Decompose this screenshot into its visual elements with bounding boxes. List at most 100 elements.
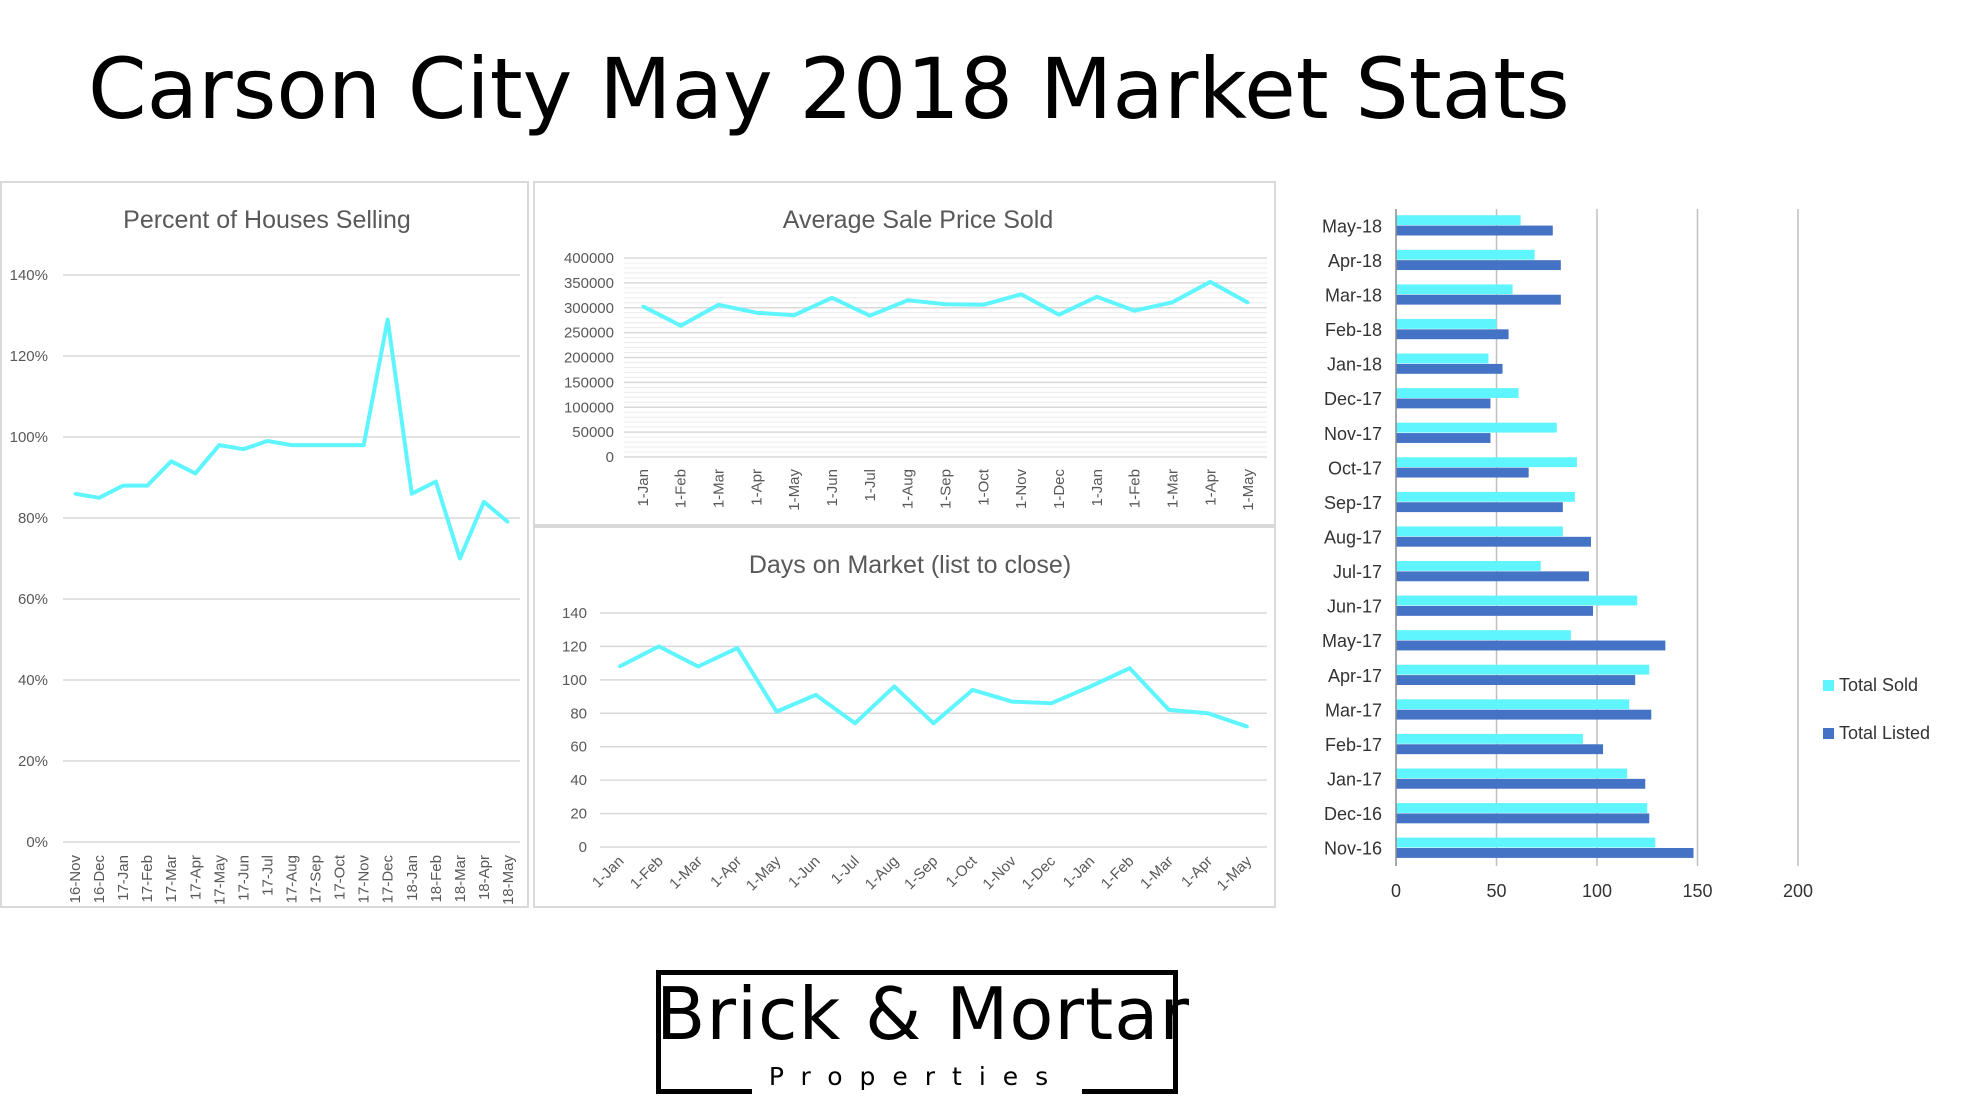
x-tick-label: 17-Apr: [187, 855, 204, 900]
x-tick-label: 1-Aug: [900, 469, 917, 509]
x-tick-label: 1-Dec: [1051, 469, 1068, 510]
x-tick-label: 18-Jan: [404, 855, 421, 901]
x-tick-label: 1-Feb: [1127, 469, 1144, 508]
bar-total-listed: [1396, 848, 1694, 858]
data-point: [1167, 708, 1171, 712]
data-point: [679, 324, 683, 328]
bar-total-sold: [1396, 249, 1535, 260]
x-tick-label: 1-Sep: [901, 853, 941, 893]
bar-total-listed: [1396, 675, 1636, 685]
data-point: [265, 439, 269, 443]
bar-total-listed: [1396, 329, 1509, 340]
x-tick-label: 17-Jan: [115, 855, 132, 901]
bar-total-sold: [1396, 630, 1571, 641]
x-tick-label: 1-May: [786, 469, 803, 511]
y-tick-label: 60%: [18, 591, 48, 608]
y-tick-label: 40: [570, 772, 587, 789]
data-point: [641, 304, 645, 308]
bar-total-sold: [1396, 803, 1648, 813]
data-point: [754, 311, 758, 315]
bar-total-listed: [1396, 225, 1553, 236]
y-tick-label: 20: [570, 806, 587, 823]
x-tick-label: 17-Sep: [308, 855, 325, 903]
data-point: [1246, 301, 1250, 305]
avg-price-panel: Average Sale Price Sold 0 50000 100000 15000…: [533, 181, 1276, 526]
data-point: [1245, 725, 1249, 729]
data-point: [314, 443, 318, 447]
x-tick-label: 1-Aug: [862, 853, 902, 893]
bar-total-listed: [1396, 640, 1666, 651]
data-point: [1088, 685, 1092, 689]
x-tick-label: 1-Mar: [1164, 469, 1181, 508]
y-tick-label: 140%: [10, 267, 48, 284]
y-tick-label: 400000: [564, 250, 614, 267]
page-title: Carson City May 2018 Market Stats: [88, 40, 1570, 138]
data-point: [482, 500, 486, 504]
x-tick-label: 1-Jan: [635, 469, 652, 507]
y-tick-label: Aug-17: [1324, 528, 1382, 548]
bar-total-listed: [1396, 536, 1591, 547]
data-point: [735, 646, 739, 650]
bar-total-sold: [1396, 664, 1650, 675]
bar-total-sold: [1396, 422, 1557, 433]
y-tick-label: Jan-18: [1327, 355, 1382, 375]
days-on-market-chart: Days on Market (list to close) 0 20 40 60 80 1…: [562, 551, 1267, 894]
x-tick-label: 1-May: [743, 852, 785, 894]
x-tick-label: 1-Jun: [785, 853, 824, 892]
x-tick-label: 17-Oct: [332, 854, 349, 900]
y-tick-label: 50000: [572, 424, 614, 441]
x-tick-label: 17-Aug: [284, 855, 301, 903]
legend-swatch-sold: [1823, 680, 1834, 691]
bar-total-listed: [1396, 778, 1646, 789]
y-tick-label: Mar-18: [1325, 285, 1382, 305]
x-tick-label: 200: [1783, 881, 1813, 901]
data-point: [241, 447, 245, 451]
y-tick-label: Nov-16: [1324, 839, 1382, 859]
y-tick-label: 0: [606, 449, 614, 466]
x-tick-label: 17-Jun: [235, 855, 252, 901]
bar-total-listed: [1396, 813, 1650, 824]
data-point: [506, 520, 510, 524]
legend-label-sold: Total Sold: [1839, 675, 1918, 695]
bar-total-sold: [1396, 768, 1628, 779]
data-point: [121, 484, 125, 488]
x-tick-label: 1-May: [1214, 852, 1256, 894]
bar-total-sold: [1396, 595, 1638, 606]
x-tick-label: 1-Jan: [1089, 469, 1106, 507]
chart-title: Days on Market (list to close): [749, 551, 1071, 579]
data-point: [696, 664, 700, 668]
bar-total-sold: [1396, 526, 1563, 537]
data-point: [830, 296, 834, 300]
x-tick-label: 1-Apr: [1202, 469, 1219, 506]
data-point: [458, 557, 462, 560]
bar-total-sold: [1396, 457, 1577, 468]
data-point: [932, 721, 935, 725]
chart-title: Percent of Houses Selling: [123, 206, 411, 234]
data-point: [217, 443, 221, 447]
x-tick-label: 1-Jul: [862, 469, 879, 502]
bar-total-listed: [1396, 433, 1491, 443]
x-tick-label: 18-May: [500, 855, 517, 906]
data-point: [1170, 300, 1174, 304]
x-tick-label: 1-Nov: [1013, 469, 1030, 510]
x-tick-label: 16-Dec: [91, 855, 108, 904]
y-tick-label: Feb-18: [1325, 320, 1382, 340]
y-tick-label: 150000: [564, 374, 614, 391]
data-point: [97, 496, 101, 500]
bar-total-listed: [1396, 363, 1503, 374]
y-tick-label: Jun-17: [1327, 597, 1382, 617]
x-tick-label: 1-Jun: [824, 469, 841, 507]
x-tick-label: 17-May: [211, 855, 228, 906]
data-point: [338, 443, 342, 447]
y-tick-label: Sep-17: [1324, 493, 1382, 513]
data-point: [1019, 292, 1023, 296]
data-point: [618, 664, 622, 668]
data-point: [1049, 701, 1053, 705]
data-point: [386, 318, 390, 322]
x-tick-label: 17-Jul: [259, 855, 276, 896]
y-tick-label: 80%: [18, 510, 48, 527]
data-point: [657, 644, 661, 648]
logo-wordmark: Brick & Mortar: [656, 972, 1190, 1056]
y-tick-label: 120%: [10, 348, 48, 365]
y-tick-label: May-18: [1322, 216, 1382, 236]
